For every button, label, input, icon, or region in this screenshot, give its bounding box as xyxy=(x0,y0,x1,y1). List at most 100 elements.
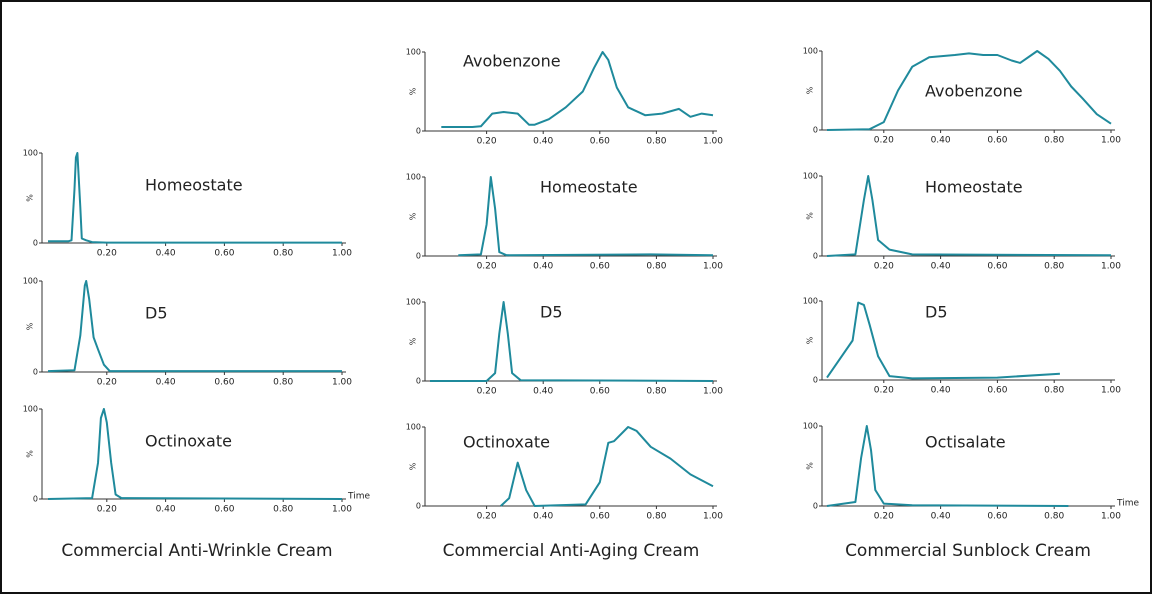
y-axis-label: % xyxy=(806,212,815,220)
y-axis-label: % xyxy=(26,194,35,202)
y-axis-label: % xyxy=(409,212,418,220)
x-tick-label: 0.60 xyxy=(590,387,610,397)
x-tick-label: 0.20 xyxy=(477,387,497,397)
x-tick-label: 1.00 xyxy=(1101,386,1121,396)
y-tick-label: 0 xyxy=(416,502,421,511)
y-tick-label: 100 xyxy=(406,48,421,57)
trace-label: Octisalate xyxy=(925,433,1006,452)
x-tick-label: 0.80 xyxy=(1044,386,1064,396)
trace xyxy=(500,426,714,507)
x-axis-label: Time xyxy=(1116,499,1139,509)
trace xyxy=(826,50,1112,131)
trace-label: D5 xyxy=(145,304,168,323)
x-tick-label: 0.60 xyxy=(590,137,610,147)
x-tick-label: 0.80 xyxy=(1044,512,1064,522)
y-tick-label: 100 xyxy=(803,422,818,431)
x-tick-label: 0.40 xyxy=(533,137,553,147)
trace-label: Octinoxate xyxy=(463,433,550,452)
y-tick-label: 100 xyxy=(803,172,818,181)
x-tick-label: 1.00 xyxy=(332,378,352,388)
y-tick-label: 100 xyxy=(23,405,38,414)
x-tick-label: 1.00 xyxy=(1101,512,1121,522)
y-tick-label: 0 xyxy=(813,376,818,385)
x-tick-label: 1.00 xyxy=(332,505,352,515)
y-axis-label: % xyxy=(409,337,418,345)
trace xyxy=(441,51,714,128)
y-axis-label: % xyxy=(806,462,815,470)
y-axis-label: % xyxy=(806,86,815,94)
y-axis-label: % xyxy=(806,336,815,344)
x-tick-label: 0.40 xyxy=(931,262,951,272)
trace-label: Octinoxate xyxy=(145,432,232,451)
x-tick-label: 0.40 xyxy=(533,387,553,397)
x-tick-label: 0.40 xyxy=(533,512,553,522)
y-tick-label: 0 xyxy=(416,127,421,136)
x-tick-label: 0.60 xyxy=(590,262,610,272)
y-tick-label: 0 xyxy=(416,377,421,386)
x-tick-label: 0.80 xyxy=(1044,136,1064,146)
y-tick-label: 100 xyxy=(23,277,38,286)
x-tick-label: 0.20 xyxy=(874,262,894,272)
y-axis-label: % xyxy=(409,87,418,95)
trace xyxy=(458,176,714,257)
x-tick-label: 0.20 xyxy=(477,262,497,272)
y-axis-label: % xyxy=(409,462,418,470)
x-tick-label: 0.60 xyxy=(987,136,1007,146)
x-tick-label: 0.80 xyxy=(273,378,293,388)
x-tick-label: 0.20 xyxy=(97,505,117,515)
trace-label: Homeostate xyxy=(145,176,243,195)
x-tick-label: 0.40 xyxy=(931,136,951,146)
y-tick-label: 100 xyxy=(803,47,818,56)
trace-label: D5 xyxy=(925,303,948,322)
x-tick-label: 0.80 xyxy=(646,512,666,522)
y-axis-label: % xyxy=(26,450,35,458)
trace xyxy=(826,301,1060,380)
x-tick-label: 0.60 xyxy=(987,262,1007,272)
trace xyxy=(48,152,342,244)
y-axis-label: % xyxy=(26,322,35,330)
y-tick-label: 100 xyxy=(803,297,818,306)
trace-label: Homeostate xyxy=(540,178,638,197)
trace xyxy=(430,301,714,382)
x-tick-label: 0.40 xyxy=(931,386,951,396)
x-tick-label: 0.20 xyxy=(874,512,894,522)
trace xyxy=(826,175,1112,257)
caption: Commercial Anti-Aging Cream xyxy=(443,541,700,561)
y-tick-label: 0 xyxy=(416,252,421,261)
x-tick-label: 1.00 xyxy=(703,137,723,147)
y-tick-label: 0 xyxy=(813,502,818,511)
caption: Commercial Anti-Wrinkle Cream xyxy=(61,541,332,561)
x-tick-label: 0.20 xyxy=(477,137,497,147)
x-tick-label: 1.00 xyxy=(1101,262,1121,272)
x-tick-label: 1.00 xyxy=(1101,136,1121,146)
y-tick-label: 0 xyxy=(813,126,818,135)
trace-label: Homeostate xyxy=(925,178,1023,197)
x-tick-label: 0.80 xyxy=(646,387,666,397)
trace-label: D5 xyxy=(540,303,563,322)
x-tick-label: 0.40 xyxy=(156,505,176,515)
y-tick-label: 0 xyxy=(33,368,38,377)
y-tick-label: 0 xyxy=(813,252,818,261)
x-tick-label: 1.00 xyxy=(332,249,352,259)
x-tick-label: 1.00 xyxy=(703,387,723,397)
x-tick-label: 0.40 xyxy=(156,378,176,388)
x-tick-label: 0.60 xyxy=(987,386,1007,396)
trace-label: Avobenzone xyxy=(463,52,561,71)
x-tick-label: 0.20 xyxy=(477,512,497,522)
x-tick-label: 0.80 xyxy=(1044,262,1064,272)
y-tick-label: 100 xyxy=(406,298,421,307)
y-tick-label: 0 xyxy=(33,239,38,248)
y-tick-label: 0 xyxy=(33,495,38,504)
x-tick-label: 0.60 xyxy=(214,505,234,515)
x-tick-label: 0.80 xyxy=(273,505,293,515)
caption: Commercial Sunblock Cream xyxy=(845,541,1091,561)
x-tick-label: 0.40 xyxy=(931,512,951,522)
x-tick-label: 0.40 xyxy=(533,262,553,272)
x-tick-label: 0.60 xyxy=(987,512,1007,522)
y-tick-label: 100 xyxy=(406,423,421,432)
trace xyxy=(47,280,342,373)
x-tick-label: 0.40 xyxy=(156,249,176,259)
x-tick-label: 0.60 xyxy=(590,512,610,522)
